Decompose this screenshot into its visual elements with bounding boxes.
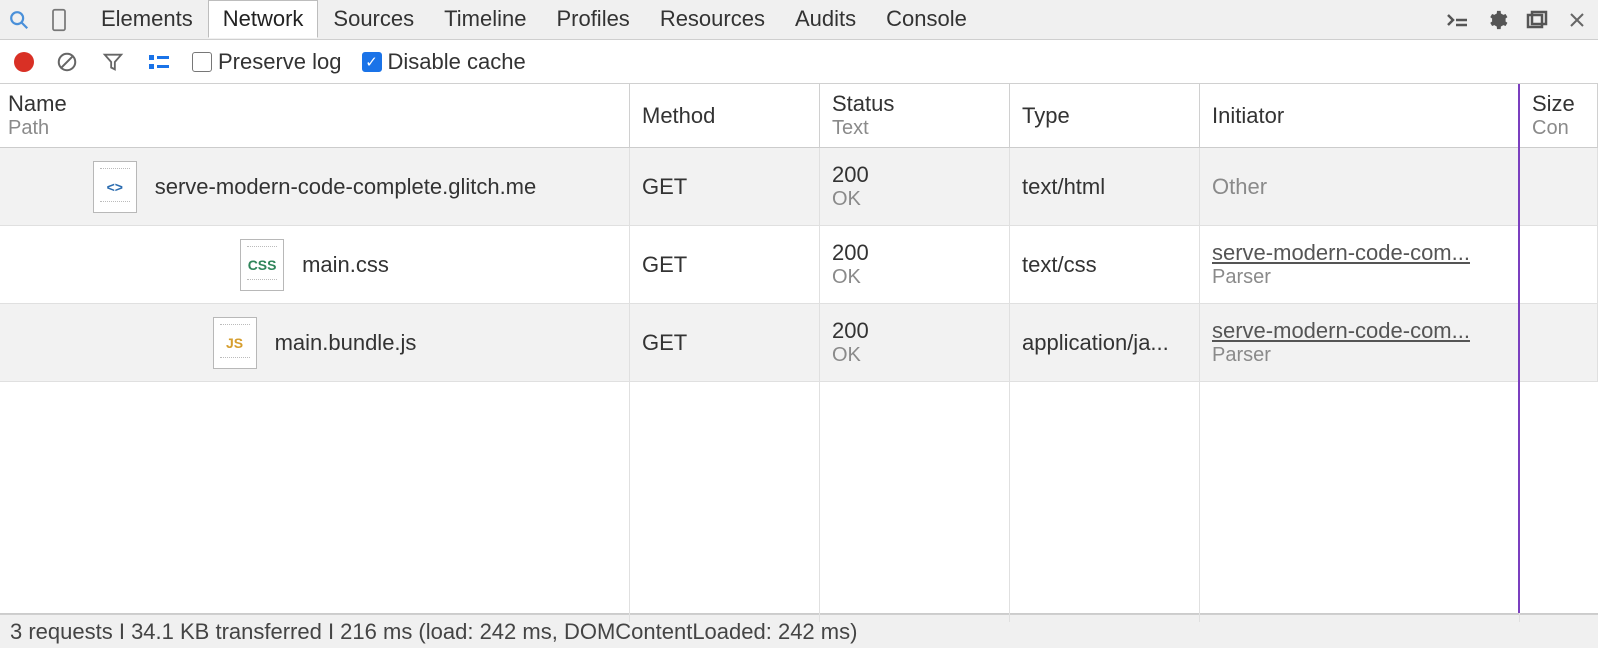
clear-icon[interactable] bbox=[54, 49, 80, 75]
network-table: Name Path Method Status Text Type Initia… bbox=[0, 84, 1598, 614]
column-header-type[interactable]: Type bbox=[1010, 84, 1200, 148]
table-row-status: 200OK bbox=[820, 226, 1010, 304]
column-header-type-label: Type bbox=[1022, 103, 1187, 129]
table-row-status: 200OK bbox=[820, 148, 1010, 226]
table-empty-area bbox=[0, 382, 630, 622]
table-row-type: application/ja... bbox=[1010, 304, 1200, 382]
network-toolbar: Preserve log ✓ Disable cache bbox=[0, 40, 1598, 84]
disable-cache-label: Disable cache bbox=[388, 49, 526, 75]
column-header-initiator-label: Initiator bbox=[1212, 103, 1507, 129]
table-empty-area bbox=[630, 382, 820, 622]
table-empty-area bbox=[1010, 382, 1200, 622]
request-name: main.css bbox=[302, 252, 389, 278]
record-button[interactable] bbox=[14, 52, 34, 72]
table-row-size bbox=[1520, 226, 1598, 304]
column-header-size-sub: Con bbox=[1532, 117, 1585, 140]
tab-sources[interactable]: Sources bbox=[318, 0, 429, 38]
table-row-type: text/html bbox=[1010, 148, 1200, 226]
column-header-size-label: Size bbox=[1532, 91, 1585, 117]
file-css-icon: CSS bbox=[240, 239, 284, 291]
request-name: serve-modern-code-complete.glitch.me bbox=[155, 174, 537, 200]
column-header-method[interactable]: Method bbox=[630, 84, 820, 148]
devtools-tabbar: ElementsNetworkSourcesTimelineProfilesRe… bbox=[0, 0, 1598, 40]
column-header-size[interactable]: Size Con bbox=[1520, 84, 1598, 148]
filter-icon[interactable] bbox=[100, 49, 126, 75]
table-row-size bbox=[1520, 148, 1598, 226]
close-icon[interactable] bbox=[1564, 7, 1590, 33]
column-header-status-sub: Text bbox=[832, 117, 997, 140]
disable-cache-checkbox[interactable]: ✓ Disable cache bbox=[362, 49, 526, 75]
tab-resources[interactable]: Resources bbox=[645, 0, 780, 38]
timeline-stripe bbox=[1518, 84, 1520, 613]
table-row-status: 200OK bbox=[820, 304, 1010, 382]
search-icon[interactable] bbox=[6, 7, 32, 33]
column-header-method-label: Method bbox=[642, 103, 807, 129]
table-row-method: GET bbox=[630, 148, 820, 226]
panel-tabs: ElementsNetworkSourcesTimelineProfilesRe… bbox=[86, 0, 982, 39]
status-bar-text: 3 requests I 34.1 KB transferred I 216 m… bbox=[10, 619, 857, 645]
table-empty-area bbox=[820, 382, 1010, 622]
preserve-log-checkbox[interactable]: Preserve log bbox=[192, 49, 342, 75]
column-header-name[interactable]: Name Path bbox=[0, 84, 630, 148]
file-js-icon: JS bbox=[213, 317, 257, 369]
table-empty-area bbox=[1200, 382, 1520, 622]
request-name: main.bundle.js bbox=[275, 330, 417, 356]
column-header-status-label: Status bbox=[832, 91, 997, 117]
tab-elements[interactable]: Elements bbox=[86, 0, 208, 38]
table-row-initiator[interactable]: serve-modern-code-com...Parser bbox=[1200, 226, 1520, 304]
tab-profiles[interactable]: Profiles bbox=[541, 0, 644, 38]
column-header-status[interactable]: Status Text bbox=[820, 84, 1010, 148]
tab-timeline[interactable]: Timeline bbox=[429, 0, 541, 38]
console-drawer-icon[interactable] bbox=[1444, 7, 1470, 33]
preserve-log-label: Preserve log bbox=[218, 49, 342, 75]
table-row-method: GET bbox=[630, 304, 820, 382]
table-row-name[interactable]: CSS main.css bbox=[0, 226, 630, 304]
tab-audits[interactable]: Audits bbox=[780, 0, 871, 38]
table-row-initiator[interactable]: serve-modern-code-com...Parser bbox=[1200, 304, 1520, 382]
column-header-name-sub: Path bbox=[8, 117, 617, 140]
file-html-icon: <> bbox=[93, 161, 137, 213]
table-empty-area bbox=[1520, 382, 1598, 622]
table-row-name[interactable]: <> serve-modern-code-complete.glitch.me bbox=[0, 148, 630, 226]
settings-gear-icon[interactable] bbox=[1484, 7, 1510, 33]
table-row-name[interactable]: JS main.bundle.js bbox=[0, 304, 630, 382]
table-row-type: text/css bbox=[1010, 226, 1200, 304]
table-row-initiator: Other bbox=[1200, 148, 1520, 226]
topbar-right-icons bbox=[1444, 7, 1590, 33]
tab-network[interactable]: Network bbox=[208, 0, 319, 38]
device-toggle-icon[interactable] bbox=[46, 7, 72, 33]
table-row-method: GET bbox=[630, 226, 820, 304]
table-row-size bbox=[1520, 304, 1598, 382]
column-header-name-label: Name bbox=[8, 91, 617, 117]
dock-side-icon[interactable] bbox=[1524, 7, 1550, 33]
topbar-left-icons bbox=[6, 7, 72, 33]
column-header-initiator[interactable]: Initiator bbox=[1200, 84, 1520, 148]
view-options-icon[interactable] bbox=[146, 49, 172, 75]
tab-console[interactable]: Console bbox=[871, 0, 982, 38]
